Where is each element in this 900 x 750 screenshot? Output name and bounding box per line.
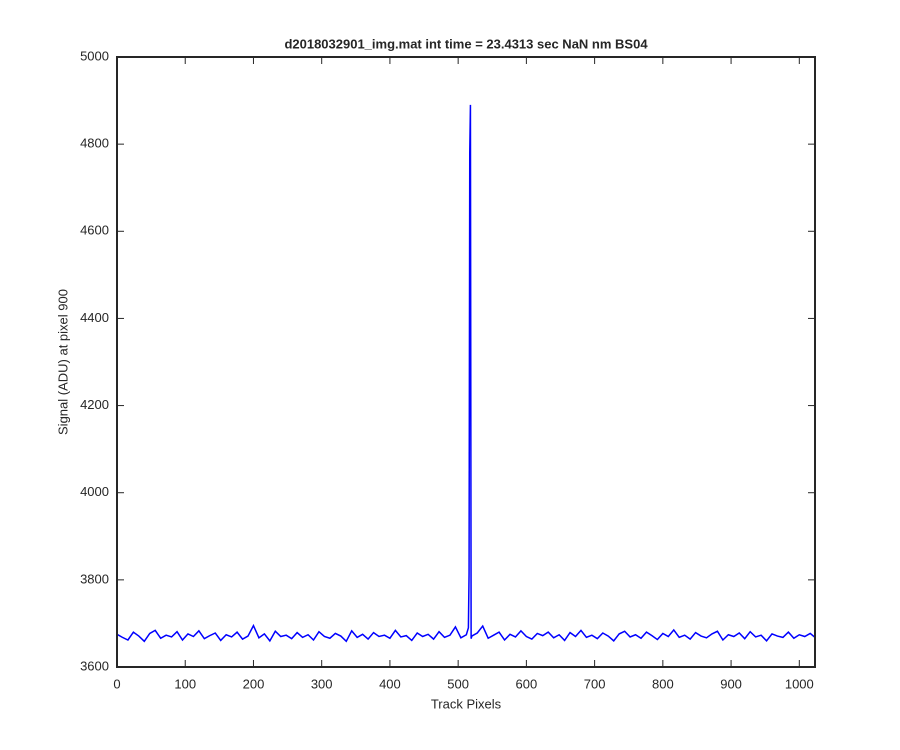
- x-tick-label: 900: [720, 676, 742, 691]
- y-tick-label: 5000: [80, 48, 109, 63]
- chart-title: d2018032901_img.mat int time = 23.4313 s…: [284, 36, 648, 51]
- x-tick-label: 500: [447, 676, 469, 691]
- x-tick-label: 600: [516, 676, 538, 691]
- x-axis-label: Track Pixels: [431, 696, 502, 711]
- x-tick-label: 0: [113, 676, 120, 691]
- x-tick-label: 800: [652, 676, 674, 691]
- y-tick-label: 4200: [80, 397, 109, 412]
- x-tick-label: 700: [584, 676, 606, 691]
- y-tick-label: 4000: [80, 484, 109, 499]
- x-tick-label: 1000: [785, 676, 814, 691]
- y-tick-label: 4800: [80, 136, 109, 151]
- x-tick-label: 400: [379, 676, 401, 691]
- x-tick-label: 300: [311, 676, 333, 691]
- y-tick-label: 3600: [80, 658, 109, 673]
- y-tick-label: 4600: [80, 223, 109, 238]
- plot-frame: [116, 56, 816, 668]
- x-tick-label: 100: [174, 676, 196, 691]
- y-tick-label: 3800: [80, 571, 109, 586]
- y-axis-label: Signal (ADU) at pixel 900: [55, 289, 70, 435]
- y-tick-label: 4400: [80, 310, 109, 325]
- data-line: [116, 104, 816, 643]
- x-tick-label: 200: [243, 676, 265, 691]
